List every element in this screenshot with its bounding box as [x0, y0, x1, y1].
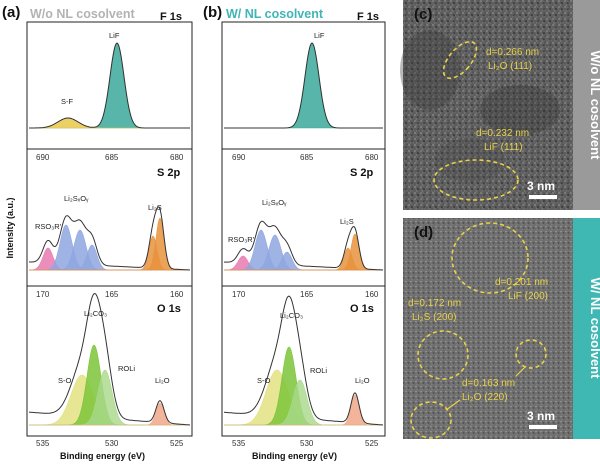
tick-b-o1s-0: 535: [232, 439, 246, 448]
scale-text-c: 3 nm: [527, 179, 555, 193]
tick-b-f1s-1: 685: [300, 153, 314, 162]
label-b-lif: LiF: [314, 31, 325, 40]
side-bar-c: [573, 0, 600, 210]
region-li2o-111: [442, 40, 478, 80]
label-b-so: S-O: [257, 376, 271, 385]
tem-d-d2: d=0.172 nm: [408, 298, 461, 309]
tick-b-s2p-1: 165: [300, 290, 314, 299]
scale-text-d: 3 nm: [527, 409, 555, 423]
tick-a-f1s-2: 680: [170, 153, 184, 162]
label-b-li2s: Li₂S: [340, 217, 354, 226]
s2p-envelope-b: [223, 220, 384, 271]
x-axis-label-b: Binding energy (eV): [252, 451, 337, 461]
label-a-li2o: Li₂O: [155, 376, 170, 385]
scale-bar-d: [529, 425, 557, 429]
o1s-li2o-a: [29, 402, 190, 426]
ticks-a: 690 685 680 170 165 160 535 530 525: [36, 153, 184, 448]
panel-a-title: W/o NL cosolvent: [30, 7, 135, 21]
label-b-li2o: Li₂O: [355, 376, 370, 385]
tick-b-s2p-2: 160: [365, 290, 379, 299]
side-label-d: W/ NL cosolvent: [588, 278, 600, 380]
label-a-so: S-O: [58, 376, 72, 385]
side-bar-d: [573, 218, 600, 439]
tem-d-phase3: Li₂O (220): [462, 392, 508, 403]
pointer-1: [515, 365, 527, 377]
o1s-envelope-b: [223, 295, 384, 426]
tick-a-s2p-2: 160: [170, 290, 184, 299]
tem-d-phase2: Li₂S (200): [412, 312, 456, 323]
scale-bar-c: [529, 195, 557, 199]
tick-a-o1s-1: 530: [105, 439, 119, 448]
tick-a-f1s-0: 690: [36, 153, 50, 162]
tick-b-s2p-0: 170: [232, 290, 246, 299]
region-lif-200: [451, 222, 529, 294]
tem-c-phase1: Li₂O (111): [488, 61, 532, 72]
panel-b-label: (b): [203, 4, 222, 21]
panel-b-title: W/ NL cosolvent: [226, 7, 324, 21]
f1s-lif-a: [29, 42, 190, 129]
o1s-li2o-b: [224, 394, 383, 426]
y-axis-label: Intensity (a.u.): [5, 197, 15, 258]
xps-annotations-a: LiF S-F RSO₃R' Li₂SₓOᵧ Li₂S Li₂CO₃ S-O R…: [35, 31, 170, 385]
label-a-li2sxoy: Li₂SₓOᵧ: [64, 194, 89, 203]
tick-b-o1s-2: 525: [365, 439, 379, 448]
core-label-a-o1s: O 1s: [157, 303, 181, 315]
tick-b-o1s-1: 530: [300, 439, 314, 448]
tem-c-d1: d=0.266 nm: [486, 47, 539, 58]
region-lif-111: [433, 159, 519, 201]
tick-a-s2p-1: 165: [105, 290, 119, 299]
label-a-roli: ROLi: [118, 364, 135, 373]
tick-b-f1s-2: 680: [365, 153, 379, 162]
f1s-envelope-a: [29, 42, 190, 129]
panel-a-label: (a): [2, 4, 20, 21]
label-b-li2sxoy: Li₂SₓOᵧ: [262, 198, 287, 207]
label-a-rso3r: RSO₃R': [35, 222, 62, 231]
tem-d-d1: d=0.201 nm: [495, 277, 548, 288]
tem-c-phase2: LiF (111): [484, 142, 523, 153]
tick-b-f1s-0: 690: [232, 153, 246, 162]
side-label-c: W/o NL cosolvent: [588, 51, 600, 160]
core-label-b-s2p: S 2p: [350, 167, 374, 179]
core-label-b-o1s: O 1s: [350, 303, 374, 315]
f1s-envelope-b: [224, 42, 383, 129]
panel-c-label: (c): [414, 6, 432, 23]
label-a-lif: LiF: [109, 31, 120, 40]
tick-a-s2p-0: 170: [36, 290, 50, 299]
label-a-li2co3: Li₂CO₃: [84, 309, 107, 318]
core-label-a-f1s: F 1s: [160, 11, 182, 23]
x-axis-label-a: Binding energy (eV): [60, 451, 145, 461]
xps-annotations-b: LiF RSO₃R' Li₂SₓOᵧ Li₂S Li₂CO₃ S-O ROLi …: [228, 31, 370, 385]
region-li2s-200: [417, 330, 469, 380]
s2p-envelope-a: [28, 206, 191, 271]
tem-c-d2: d=0.232 nm: [476, 128, 529, 139]
tem-d-phase1: LiF (200): [508, 291, 548, 302]
label-b-rso3r: RSO₃R': [228, 235, 255, 244]
label-b-li2co3: Li₂CO₃: [280, 311, 303, 320]
label-a-li2s: Li₂S: [148, 203, 162, 212]
region-li2o-220-b: [410, 401, 452, 439]
ticks-b: 690 685 680 170 165 160 535 530 525: [232, 153, 379, 448]
tick-a-o1s-2: 525: [170, 439, 184, 448]
tem-image-d: [403, 218, 573, 439]
core-label-b-f1s: F 1s: [357, 11, 379, 23]
tick-a-o1s-0: 535: [36, 439, 50, 448]
tem-panel-d: W/ NL cosolvent (d) d=0.201 nm LiF (200)…: [403, 218, 600, 439]
xps-frames: [26, 21, 386, 437]
tem-panel-c: W/o NL cosolvent (c) d=0.266 nm Li₂O (11…: [400, 0, 600, 210]
panel-d-label: (d): [414, 224, 433, 241]
label-a-sf: S-F: [61, 97, 74, 106]
label-b-roli: ROLi: [310, 366, 327, 375]
core-label-a-s2p: S 2p: [157, 167, 181, 179]
region-li2o-220-a: [515, 339, 547, 369]
xps-spectra: [28, 42, 384, 426]
tem-d-d3: d=0.163 nm: [462, 378, 515, 389]
pointer-2: [445, 399, 461, 411]
tick-a-f1s-1: 685: [105, 153, 119, 162]
o1s-envelope-a: [28, 292, 191, 426]
